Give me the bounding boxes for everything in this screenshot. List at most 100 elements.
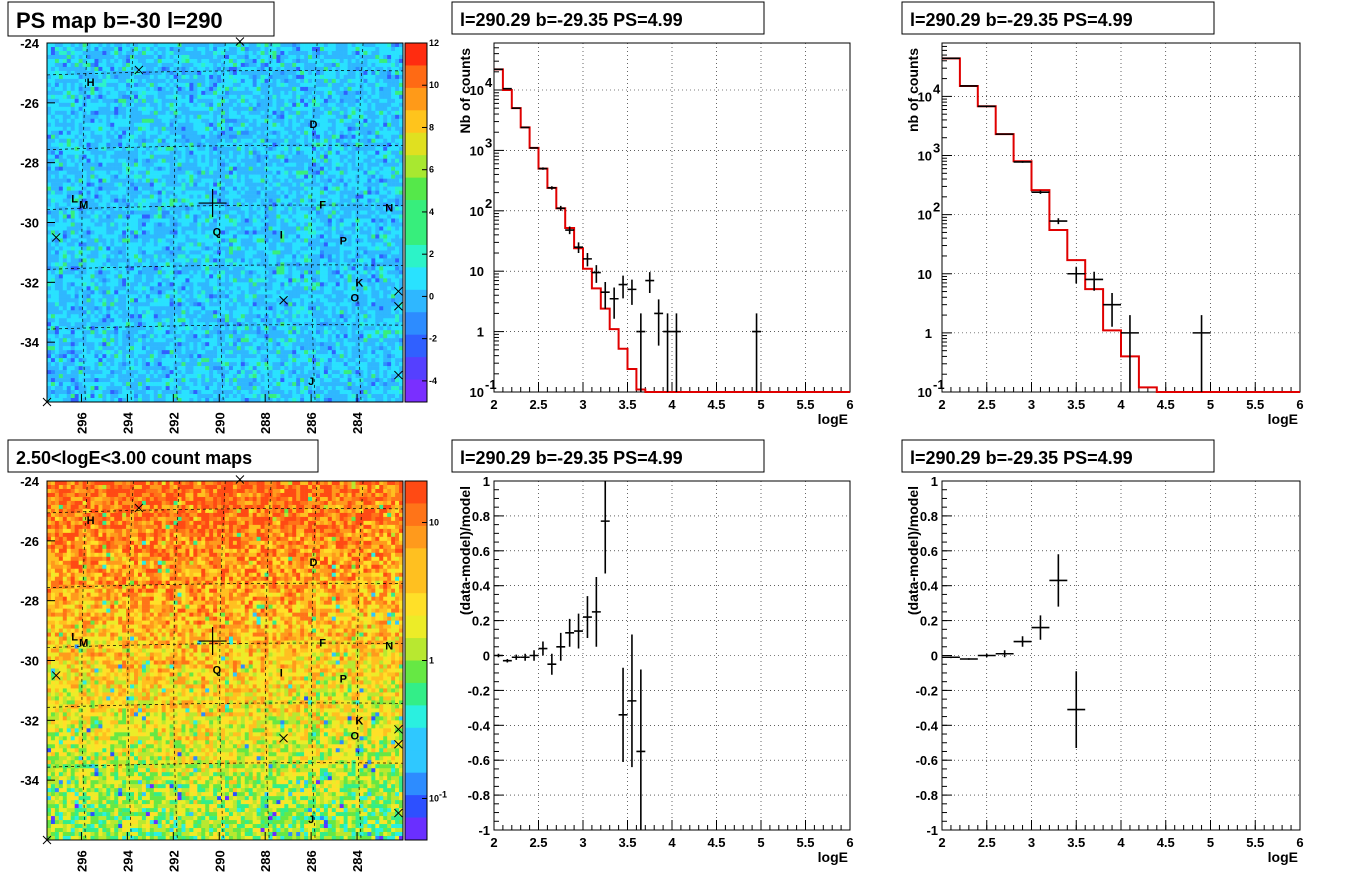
heatmap-cell bbox=[256, 186, 261, 191]
heatmap-cell bbox=[137, 218, 143, 223]
heatmap-cell bbox=[185, 66, 190, 72]
heatmap-cell bbox=[157, 190, 163, 195]
heatmap-cell bbox=[66, 70, 72, 76]
heatmap-cell bbox=[62, 218, 68, 223]
heatmap-cell bbox=[165, 50, 170, 56]
heatmap-cell bbox=[228, 250, 234, 255]
heatmap-cell bbox=[252, 250, 257, 255]
heatmap-cell bbox=[78, 102, 83, 108]
heatmap-cell bbox=[193, 106, 198, 112]
heatmap-cell bbox=[232, 114, 238, 120]
heatmap-cell bbox=[240, 386, 246, 391]
heatmap-cell bbox=[86, 342, 91, 347]
heatmap-cell bbox=[114, 306, 119, 311]
heatmap-cell bbox=[54, 394, 60, 399]
heatmap-cell bbox=[244, 186, 250, 191]
heatmap-cell bbox=[244, 258, 250, 263]
heatmap-cell bbox=[141, 202, 147, 207]
heatmap-cell bbox=[157, 342, 163, 347]
heatmap-cell bbox=[134, 330, 139, 335]
heatmap-cell bbox=[86, 90, 91, 96]
heatmap-cell bbox=[193, 134, 198, 140]
heatmap-cell bbox=[86, 190, 91, 195]
heatmap-cell bbox=[189, 238, 194, 243]
heatmap-cell bbox=[106, 382, 111, 387]
heatmap-cell bbox=[62, 94, 68, 100]
heatmap-cell bbox=[173, 62, 178, 68]
heatmap-cell bbox=[58, 130, 64, 136]
heatmap-cell bbox=[149, 182, 155, 187]
heatmap-cell bbox=[205, 278, 210, 283]
heatmap-cell bbox=[86, 398, 91, 403]
heatmap-cell bbox=[248, 298, 253, 303]
heatmap-cell bbox=[102, 50, 107, 56]
heatmap-cell bbox=[201, 202, 206, 207]
heatmap-cell bbox=[141, 70, 147, 76]
heatmap-cell bbox=[106, 138, 111, 144]
heatmap-cell bbox=[102, 302, 107, 307]
heatmap-cell bbox=[137, 334, 143, 339]
heatmap-cell bbox=[165, 362, 170, 367]
heatmap-cell bbox=[260, 326, 265, 331]
heatmap-cell bbox=[217, 142, 222, 148]
heatmap-cell bbox=[102, 150, 107, 155]
heatmap-cell bbox=[185, 154, 190, 159]
heatmap-cell bbox=[98, 386, 103, 391]
heatmap-cell bbox=[209, 162, 214, 167]
heatmap-cell bbox=[110, 74, 115, 80]
heatmap-cell bbox=[74, 290, 79, 295]
heatmap-cell bbox=[189, 130, 194, 136]
heatmap-cell bbox=[50, 246, 56, 251]
heatmap-cell bbox=[62, 346, 68, 351]
heatmap-cell bbox=[169, 382, 174, 387]
heatmap-cell bbox=[118, 326, 123, 331]
heatmap-cell bbox=[248, 106, 253, 112]
heatmap-cell bbox=[106, 54, 111, 60]
heatmap-cell bbox=[74, 354, 79, 359]
heatmap-cell bbox=[161, 114, 166, 120]
heatmap-cell bbox=[118, 266, 123, 271]
heatmap-cell bbox=[217, 366, 222, 371]
heatmap-cell bbox=[141, 46, 147, 52]
heatmap-cell bbox=[114, 326, 119, 331]
heatmap-cell bbox=[177, 266, 182, 271]
heatmap-cell bbox=[106, 126, 111, 132]
heatmap-cell bbox=[78, 90, 83, 96]
heatmap-cell bbox=[118, 254, 123, 259]
heatmap-cell bbox=[149, 54, 155, 60]
heatmap-cell bbox=[137, 150, 143, 155]
heatmap-cell bbox=[86, 134, 91, 140]
heatmap-cell bbox=[141, 354, 147, 359]
heatmap-cell bbox=[205, 250, 210, 255]
heatmap-cell bbox=[256, 306, 261, 311]
heatmap-cell bbox=[90, 326, 95, 331]
heatmap-cell bbox=[232, 358, 238, 363]
heatmap-cell bbox=[197, 278, 202, 283]
heatmap-cell bbox=[201, 334, 206, 339]
heatmap-cell bbox=[201, 186, 206, 191]
heatmap-cell bbox=[90, 134, 95, 140]
heatmap-cell bbox=[137, 126, 143, 132]
heatmap-cell bbox=[47, 94, 52, 100]
heatmap-cell bbox=[221, 338, 226, 343]
heatmap-cell bbox=[236, 74, 242, 80]
heatmap-cell bbox=[189, 194, 194, 199]
heatmap-cell bbox=[114, 254, 119, 259]
heatmap-cell bbox=[209, 282, 214, 287]
heatmap-cell bbox=[145, 174, 151, 179]
heatmap-cell bbox=[58, 182, 64, 187]
heatmap-cell bbox=[74, 326, 79, 331]
heatmap-cell bbox=[197, 326, 202, 331]
heatmap-cell bbox=[256, 190, 261, 195]
heatmap-cell bbox=[126, 366, 131, 371]
heatmap-cell bbox=[66, 122, 72, 128]
heatmap-cell bbox=[50, 262, 56, 267]
heatmap-cell bbox=[240, 242, 246, 247]
heatmap-cell bbox=[244, 238, 250, 243]
heatmap-cell bbox=[118, 98, 123, 104]
heatmap-cell bbox=[173, 346, 178, 351]
heatmap-cell bbox=[145, 306, 151, 311]
heatmap-cell bbox=[145, 166, 151, 171]
heatmap-cell bbox=[141, 378, 147, 383]
heatmap-cell bbox=[213, 94, 218, 100]
